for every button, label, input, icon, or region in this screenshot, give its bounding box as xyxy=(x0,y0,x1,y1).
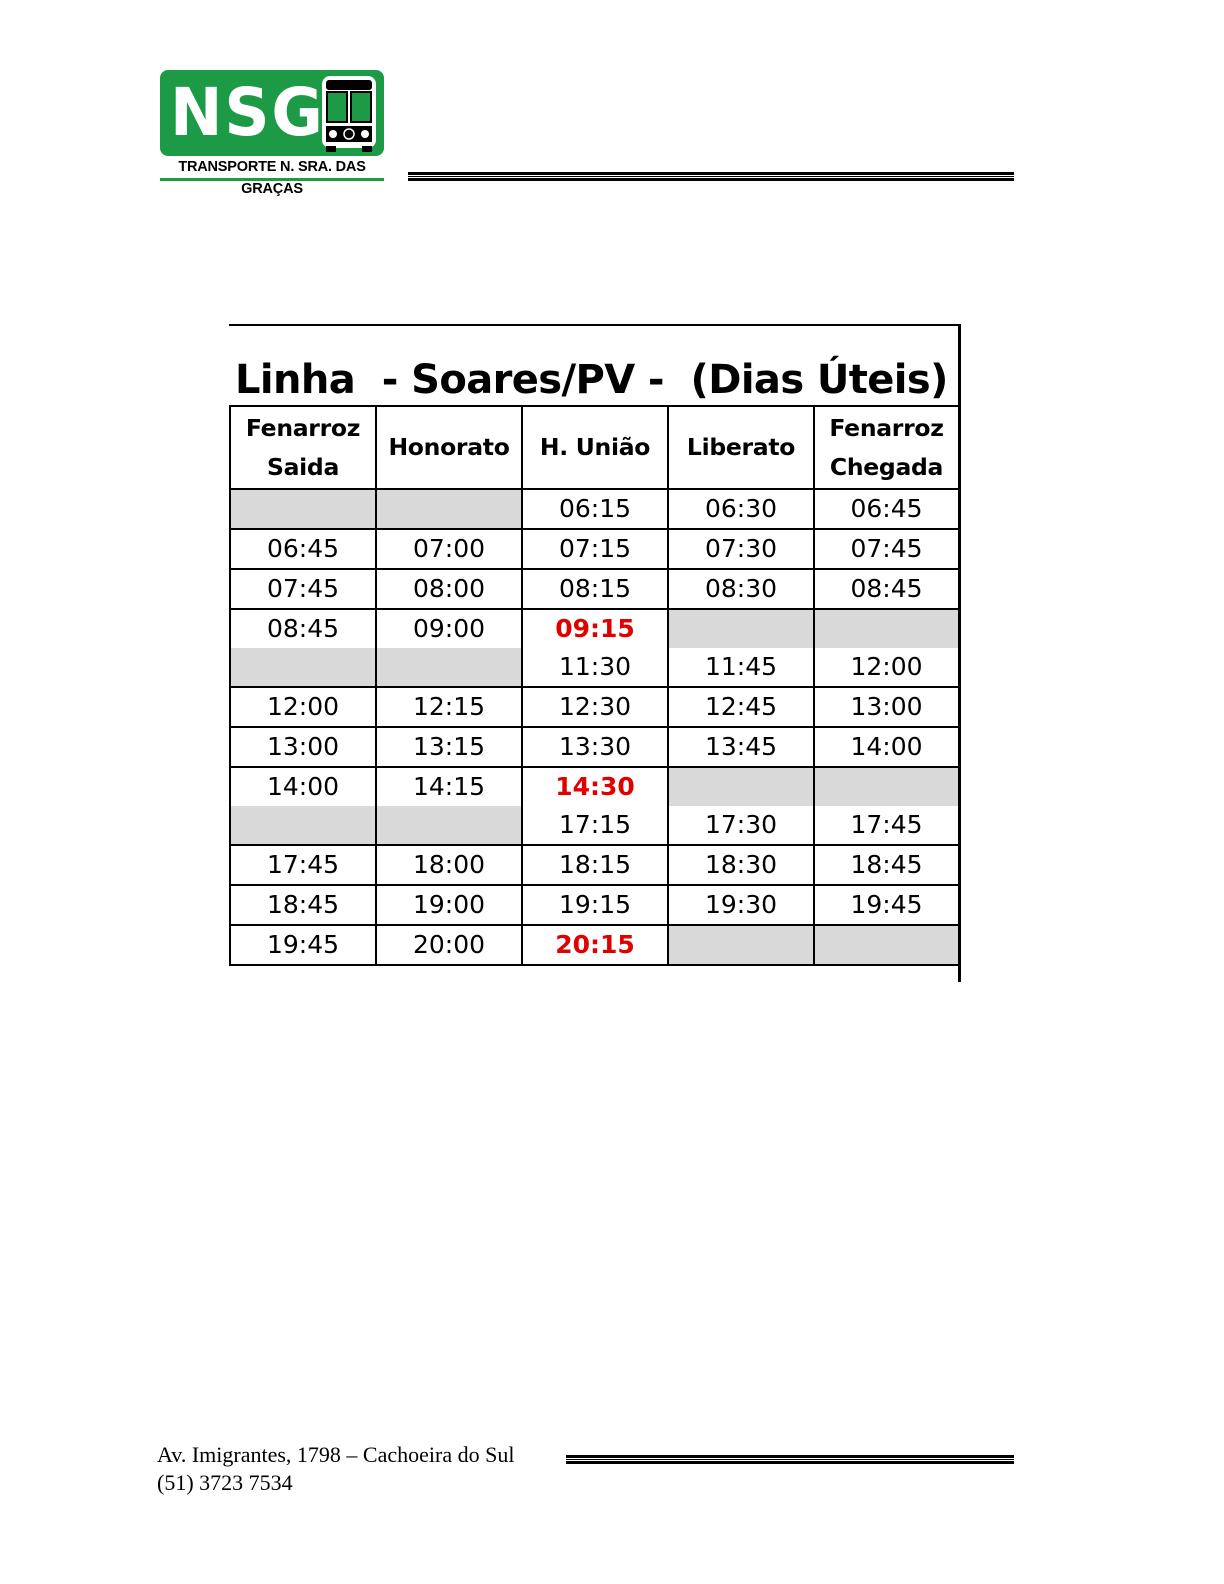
time-cell: 07:45 xyxy=(813,528,960,570)
time-cell: 12:45 xyxy=(667,686,815,728)
schedule-title: Linha - Soares/PV - (Dias Úteis) xyxy=(235,357,948,403)
time-cell: 12:30 xyxy=(521,686,669,728)
time-cell: 19:30 xyxy=(667,884,815,926)
time-cell xyxy=(813,766,960,806)
time-cell: 17:45 xyxy=(229,844,377,886)
time-cell: 08:45 xyxy=(229,608,377,648)
time-cell: 18:15 xyxy=(521,844,669,886)
time-cell xyxy=(667,766,815,806)
time-cell: 12:15 xyxy=(375,686,523,728)
time-cell xyxy=(667,608,815,648)
table-row: 13:00 13:15 13:30 13:45 14:00 xyxy=(229,726,960,768)
time-cell: 13:45 xyxy=(667,726,815,768)
time-cell: 14:00 xyxy=(229,766,377,806)
col-fenarroz-saida: Fenarroz Saida xyxy=(229,405,377,490)
time-cell xyxy=(229,648,377,688)
time-cell: 18:00 xyxy=(375,844,523,886)
bus-icon xyxy=(322,76,376,152)
time-cell: 08:15 xyxy=(521,568,669,610)
table-top-border xyxy=(229,324,959,326)
table-row: 06:45 07:00 07:15 07:30 07:45 xyxy=(229,528,960,570)
time-cell: 08:00 xyxy=(375,568,523,610)
timetable-body: 06:15 06:30 06:45 06:45 07:00 07:15 07:30 07:45… xyxy=(229,488,960,966)
time-cell: 07:15 xyxy=(521,528,669,570)
time-cell: 06:45 xyxy=(229,528,377,570)
time-cell: 19:00 xyxy=(375,884,523,926)
time-cell: 18:45 xyxy=(813,844,960,886)
logo-tagline: TRANSPORTE N. SRA. DAS GRAÇAS xyxy=(160,156,384,197)
header-row: Fenarroz Saida Honorato H. União Liberato… xyxy=(229,405,960,490)
time-cell xyxy=(813,608,960,648)
time-cell: 19:45 xyxy=(813,884,960,926)
time-cell xyxy=(375,648,523,688)
time-cell xyxy=(375,488,523,530)
time-cell: 14:15 xyxy=(375,766,523,806)
time-cell: 12:00 xyxy=(229,686,377,728)
table-row: 11:30 11:45 12:00 xyxy=(229,648,960,688)
footer-address: Av. Imigrantes, 1798 – Cachoeira do Sul xyxy=(157,1442,515,1467)
time-cell: 08:30 xyxy=(667,568,815,610)
time-cell xyxy=(229,488,377,530)
table-row: 17:15 17:30 17:45 xyxy=(229,806,960,846)
time-cell: 17:30 xyxy=(667,806,815,846)
time-cell xyxy=(813,924,960,966)
table-row: 06:15 06:30 06:45 xyxy=(229,488,960,530)
time-cell: 11:30 xyxy=(521,648,669,688)
footer: Av. Imigrantes, 1798 – Cachoeira do Sul … xyxy=(157,1441,514,1497)
table-row: 18:45 19:00 19:15 19:30 19:45 xyxy=(229,884,960,926)
col-h-uniao: H. União xyxy=(521,405,669,490)
time-cell: 18:45 xyxy=(229,884,377,926)
time-cell: 08:45 xyxy=(813,568,960,610)
header-rule xyxy=(408,172,1014,181)
time-cell: 06:30 xyxy=(667,488,815,530)
col-liberato: Liberato xyxy=(667,405,815,490)
time-cell: 07:00 xyxy=(375,528,523,570)
logo-badge: NSG xyxy=(160,70,384,156)
time-cell: 09:00 xyxy=(375,608,523,648)
table-row: 07:45 08:00 08:15 08:30 08:45 xyxy=(229,568,960,610)
time-cell: 20:00 xyxy=(375,924,523,966)
time-cell: 09:15 xyxy=(521,608,669,648)
table-row: 12:00 12:15 12:30 12:45 13:00 xyxy=(229,686,960,728)
table-row: 14:00 14:15 14:30 xyxy=(229,766,960,806)
footer-rule xyxy=(566,1455,1014,1464)
table-right-border xyxy=(958,324,961,982)
time-cell: 14:00 xyxy=(813,726,960,768)
time-cell: 07:30 xyxy=(667,528,815,570)
time-cell: 13:00 xyxy=(813,686,960,728)
time-cell: 18:30 xyxy=(667,844,815,886)
time-cell: 19:45 xyxy=(229,924,377,966)
logo-letters: NSG xyxy=(170,74,325,151)
time-cell: 12:00 xyxy=(813,648,960,688)
timetable: Fenarroz Saida Honorato H. União Liberato… xyxy=(229,405,960,966)
time-cell: 17:45 xyxy=(813,806,960,846)
time-cell: 20:15 xyxy=(521,924,669,966)
col-fenarroz-chegada: Fenarroz Chegada xyxy=(813,405,960,490)
footer-phone: (51) 3723 7534 xyxy=(157,1470,293,1495)
table-row: 19:45 20:00 20:15 xyxy=(229,924,960,966)
time-cell: 13:30 xyxy=(521,726,669,768)
table-row: 17:45 18:00 18:15 18:30 18:45 xyxy=(229,844,960,886)
time-cell xyxy=(229,806,377,846)
table-row: 08:45 09:00 09:15 xyxy=(229,608,960,648)
time-cell: 19:15 xyxy=(521,884,669,926)
time-cell xyxy=(375,806,523,846)
time-cell: 14:30 xyxy=(521,766,669,806)
time-cell: 06:15 xyxy=(521,488,669,530)
time-cell: 13:15 xyxy=(375,726,523,768)
time-cell: 13:00 xyxy=(229,726,377,768)
company-logo: NSG TRANSPORTE N. SRA. DAS GRAÇAS xyxy=(160,70,386,197)
time-cell: 07:45 xyxy=(229,568,377,610)
time-cell: 06:45 xyxy=(813,488,960,530)
time-cell: 17:15 xyxy=(521,806,669,846)
time-cell xyxy=(667,924,815,966)
col-honorato: Honorato xyxy=(375,405,523,490)
time-cell: 11:45 xyxy=(667,648,815,688)
